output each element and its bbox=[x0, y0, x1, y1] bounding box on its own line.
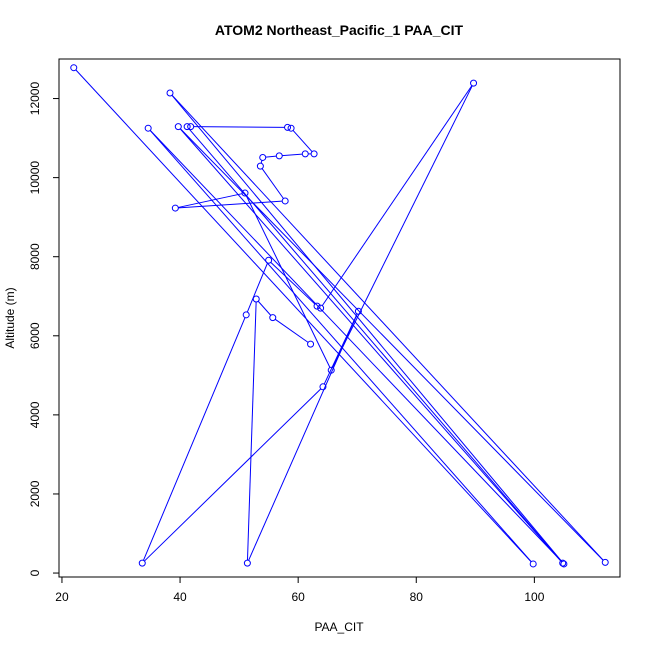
series-segment bbox=[142, 317, 246, 561]
series-segment bbox=[245, 195, 331, 368]
data-point bbox=[284, 123, 292, 131]
y-tick-label: 2000 bbox=[28, 480, 42, 507]
data-point bbox=[138, 559, 146, 567]
chart-title: ATOM2 Northeast_Pacific_1 PAA_CIT bbox=[215, 22, 464, 38]
data-point bbox=[144, 124, 152, 132]
data-point bbox=[187, 123, 195, 131]
x-tick-label: 60 bbox=[291, 590, 305, 604]
data-point bbox=[301, 150, 309, 158]
y-tick-label: 0 bbox=[28, 569, 42, 576]
data-point bbox=[281, 197, 289, 205]
series-segment bbox=[178, 193, 243, 208]
series-segment bbox=[246, 262, 268, 313]
data-point bbox=[601, 558, 609, 566]
data-point bbox=[310, 150, 318, 158]
data-point bbox=[317, 304, 325, 312]
y-axis: 0 2000 4000 6000 8000 10000 12000 bbox=[28, 82, 59, 576]
series-segment bbox=[292, 130, 313, 153]
series-segment bbox=[193, 126, 285, 128]
series-segment bbox=[75, 69, 532, 563]
data-point bbox=[319, 383, 327, 391]
series-segment bbox=[332, 85, 473, 368]
series-segment bbox=[171, 94, 563, 562]
series-segment bbox=[178, 200, 283, 209]
data-point bbox=[560, 560, 568, 568]
series-segment bbox=[248, 313, 358, 561]
series-line bbox=[75, 69, 604, 563]
data-point bbox=[259, 153, 267, 161]
data-point bbox=[252, 295, 260, 303]
series-segment bbox=[261, 168, 284, 199]
plot-frame bbox=[58, 58, 621, 578]
data-point bbox=[174, 123, 182, 131]
series-points bbox=[70, 64, 609, 568]
data-point bbox=[354, 307, 362, 315]
data-point bbox=[559, 559, 567, 567]
series-segment bbox=[282, 153, 303, 157]
x-tick-label: 40 bbox=[173, 590, 187, 604]
series-segment bbox=[149, 130, 532, 563]
x-tick-label: 100 bbox=[524, 590, 544, 604]
series-segment bbox=[188, 128, 562, 562]
data-point bbox=[287, 124, 295, 132]
series-segment bbox=[265, 155, 277, 158]
series-segment bbox=[171, 94, 604, 561]
series-segment bbox=[180, 128, 604, 561]
data-point bbox=[313, 302, 321, 310]
data-point bbox=[242, 311, 250, 319]
series-segment bbox=[179, 128, 562, 562]
data-point bbox=[241, 189, 249, 197]
series-segment bbox=[274, 318, 309, 343]
y-axis-label: Altitude (m) bbox=[3, 287, 17, 348]
data-point bbox=[256, 162, 264, 170]
series-segment bbox=[321, 85, 473, 306]
data-point bbox=[327, 366, 335, 374]
series-segment bbox=[246, 302, 257, 561]
data-point bbox=[307, 340, 315, 348]
series-segment bbox=[257, 300, 272, 316]
series-segment bbox=[260, 160, 263, 164]
data-point bbox=[183, 123, 191, 131]
x-tick-label: 80 bbox=[410, 590, 424, 604]
y-tick-label: 10000 bbox=[28, 161, 42, 195]
y-tick-label: 12000 bbox=[28, 82, 42, 116]
data-point bbox=[171, 204, 179, 212]
data-point bbox=[265, 256, 273, 264]
x-axis: 20 40 60 80 100 bbox=[55, 577, 545, 604]
y-tick-label: 6000 bbox=[28, 322, 42, 349]
series-segment bbox=[144, 388, 322, 562]
series-segment bbox=[270, 261, 316, 305]
data-point bbox=[275, 152, 283, 160]
y-tick-label: 8000 bbox=[28, 243, 42, 270]
data-point bbox=[269, 314, 277, 322]
x-tick-label: 20 bbox=[55, 590, 69, 604]
data-point bbox=[70, 64, 78, 72]
data-point bbox=[470, 79, 478, 87]
x-axis-label: PAA_CIT bbox=[314, 620, 364, 634]
data-point bbox=[529, 560, 537, 568]
data-point bbox=[243, 559, 251, 567]
series-segment bbox=[149, 130, 563, 563]
y-tick-label: 4000 bbox=[28, 401, 42, 428]
data-point bbox=[166, 89, 174, 97]
